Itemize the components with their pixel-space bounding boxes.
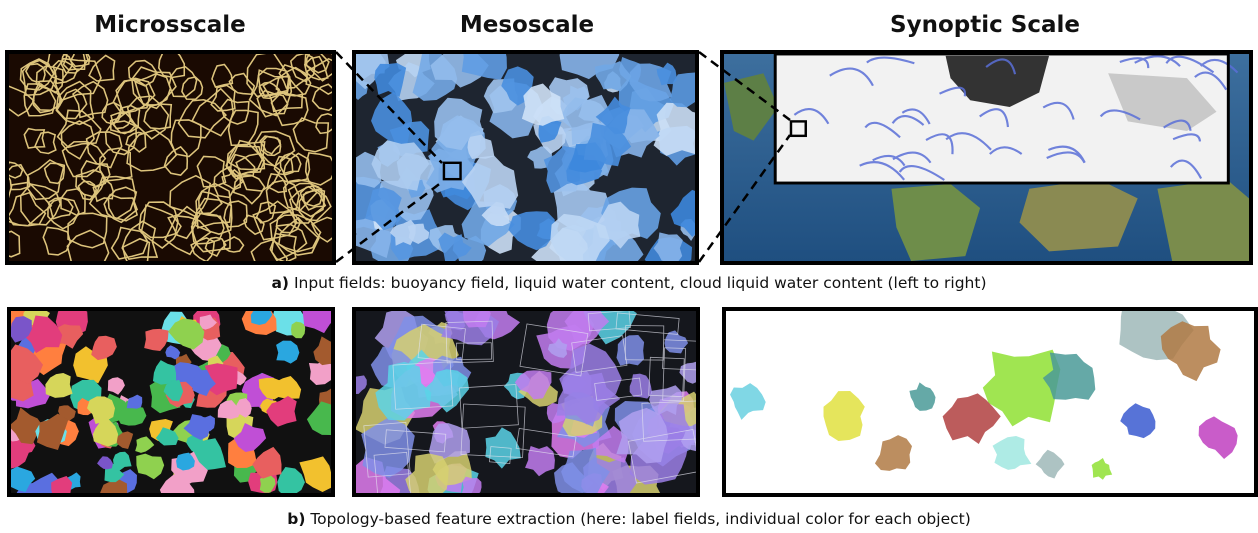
zoom-box-synoptic <box>789 120 807 138</box>
title-microscale: Microsscale <box>94 12 246 38</box>
panel-label-field-synoptic <box>722 307 1258 497</box>
label-field-meso-image <box>356 311 696 493</box>
panel-label-field-meso <box>352 307 700 497</box>
caption-b-text: Topology-based feature extraction (here:… <box>305 510 971 528</box>
zoom-box-mesoscale <box>442 161 462 181</box>
buoyancy-field-image <box>9 54 332 261</box>
panel-cloud-liquid-water-content <box>720 50 1253 265</box>
caption-a-label: a) <box>271 274 290 292</box>
cloud-liquid-water-content-image <box>724 54 1249 261</box>
panel-liquid-water-content <box>352 50 699 265</box>
liquid-water-content-image <box>356 54 695 261</box>
label-field-micro-image <box>11 311 331 493</box>
panel-buoyancy-field <box>5 50 336 265</box>
label-field-synoptic-image <box>726 311 1254 493</box>
caption-b-label: b) <box>287 510 306 528</box>
caption-a-text: Input fields: buoyancy field, liquid wat… <box>289 274 987 292</box>
caption-b: b) Topology-based feature extraction (he… <box>0 510 1258 528</box>
title-mesoscale: Mesoscale <box>459 12 595 38</box>
panel-label-field-micro <box>7 307 335 497</box>
title-synoptic-scale: Synoptic Scale <box>890 12 1080 38</box>
caption-a: a) Input fields: buoyancy field, liquid … <box>0 274 1258 292</box>
